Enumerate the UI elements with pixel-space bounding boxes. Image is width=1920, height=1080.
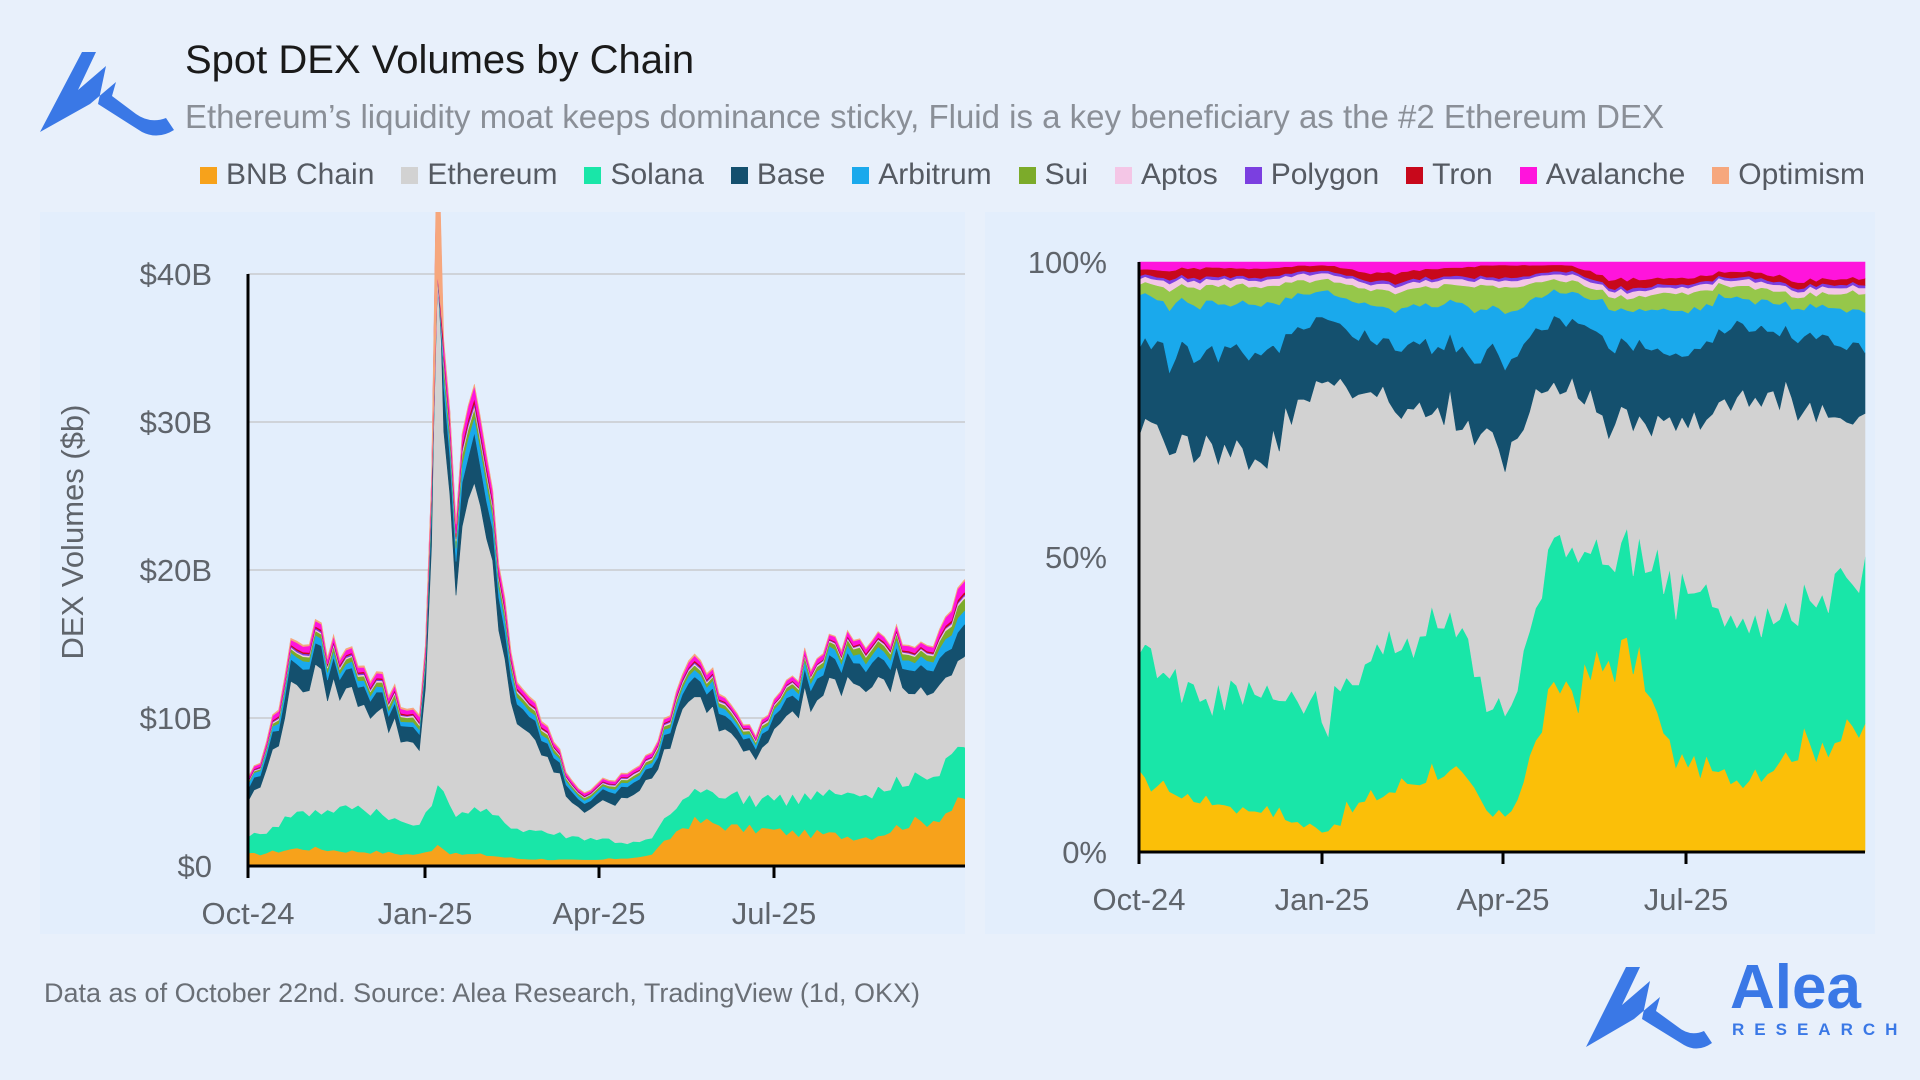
legend-label: Ethereum	[427, 158, 558, 191]
legend-swatch	[584, 166, 602, 184]
legend-label: Optimism	[1738, 158, 1865, 191]
source-note: Data as of October 22nd. Source: Alea Re…	[44, 978, 920, 1008]
legend-label: Solana	[610, 158, 704, 191]
legend-swatch	[1244, 166, 1262, 184]
legend-swatch	[1712, 166, 1730, 184]
area-optimism	[247, 212, 965, 794]
chart-subtitle: Ethereum’s liquidity moat keeps dominanc…	[185, 98, 1664, 135]
legend-swatch	[1115, 166, 1133, 184]
legend-item-solana: Solana	[584, 158, 704, 192]
legend-item-avalanche: Avalanche	[1519, 158, 1686, 192]
legend-swatch	[730, 166, 748, 184]
x-tick-label: Apr-25	[1456, 882, 1549, 917]
legend-item-optimism: Optimism	[1712, 158, 1865, 192]
area-ethereum	[247, 273, 965, 845]
y-tick-label: 50%	[1045, 540, 1107, 575]
legend-label: BNB Chain	[226, 158, 375, 191]
legend-label: Sui	[1044, 158, 1089, 191]
x-tick-label: Jul-25	[732, 896, 816, 931]
x-tick-label: Apr-25	[552, 896, 645, 931]
legend-item-tron: Tron	[1406, 158, 1493, 192]
legend-swatch	[200, 166, 217, 184]
x-tick-label: Jan-25	[378, 896, 473, 931]
y-tick-label: $40B	[140, 257, 212, 292]
y-axis-label: DEX Volumes ($b)	[55, 405, 90, 660]
legend-item-aptos: Aptos	[1115, 158, 1218, 192]
legend-swatch	[401, 166, 419, 184]
legend-item-sui: Sui	[1018, 158, 1089, 192]
area-avalanche	[1138, 261, 1866, 283]
legend-label: Arbitrum	[878, 158, 992, 191]
share-chart-panel: 0% 50% 100% Oct-24 Jan-25 Apr-25 Jul-25	[985, 212, 1875, 934]
alea-logo-icon	[40, 52, 174, 136]
brand-name: Alea	[1730, 953, 1861, 1022]
x-tick-label: Jul-25	[1644, 882, 1728, 917]
legend-label: Polygon	[1270, 158, 1380, 191]
legend-item-ethereum: Ethereum	[401, 158, 557, 192]
chart-title: Spot DEX Volumes by Chain	[185, 38, 695, 82]
y-tick-label: $20B	[140, 553, 212, 588]
x-tick-label: Oct-24	[1092, 882, 1185, 917]
y-tick-label: 100%	[1028, 245, 1107, 280]
y-tick-label: $0	[178, 849, 212, 884]
y-tick-label: $30B	[140, 405, 212, 440]
share-chart: 0% 50% 100% Oct-24 Jan-25 Apr-25 Jul-25	[1028, 245, 1866, 917]
legend-label: Aptos	[1141, 158, 1218, 191]
alea-brand-logo-icon	[1586, 967, 1712, 1049]
x-tick-label: Jan-25	[1275, 882, 1370, 917]
legend-item-base: Base	[730, 158, 826, 192]
legend-item-polygon: Polygon	[1244, 158, 1380, 192]
legend-label: Avalanche	[1545, 158, 1686, 191]
x-tick-label: Oct-24	[201, 896, 294, 931]
series-group	[247, 212, 965, 867]
y-tick-label: 0%	[1062, 835, 1107, 870]
stacked-volume-chart: $0 $10B $20B $30B $40B Oct-24 Jan-25 Apr-25 Jul-…	[55, 212, 965, 931]
series-group	[1138, 261, 1866, 853]
legend-item-bnb-chain: BNB Chain	[200, 158, 374, 192]
legend-swatch	[1519, 166, 1537, 184]
legend-swatch	[852, 166, 870, 184]
volume-chart-panel: $0 $10B $20B $30B $40B Oct-24 Jan-25 Apr-25 Jul-…	[40, 212, 965, 934]
y-tick-label: $10B	[140, 701, 212, 736]
legend-swatch	[1406, 166, 1424, 184]
legend-label: Base	[756, 158, 826, 191]
legend: BNB Chain Ethereum Solana Base Arbitrum Sui Ap…	[200, 158, 1900, 192]
brand-subtitle: RESEARCH	[1732, 1020, 1908, 1039]
legend-item-arbitrum: Arbitrum	[852, 158, 992, 192]
legend-swatch	[1018, 166, 1036, 184]
legend-label: Tron	[1432, 158, 1493, 191]
